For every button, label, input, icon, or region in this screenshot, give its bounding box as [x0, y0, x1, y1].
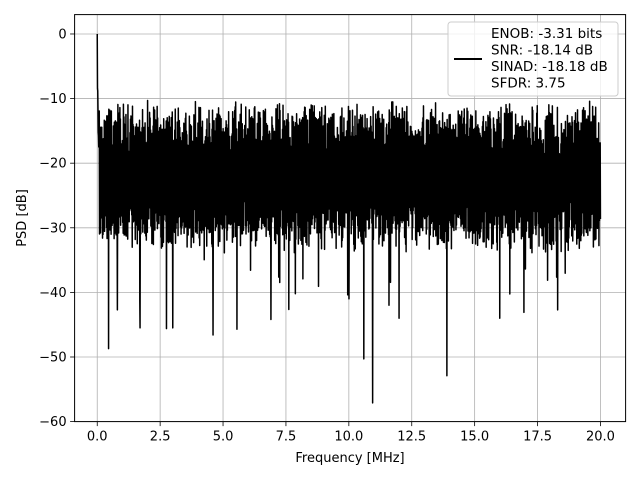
axes-frame: [74, 14, 627, 423]
y-axis-label: PSD [dB]: [15, 189, 30, 247]
x-tick-label: 15.0: [460, 430, 489, 445]
x-axis-ticks: 0.0 2.5 5.0 7.5 10.0 12.5 15.0 17.5 20.0: [87, 421, 615, 445]
x-axis-label: Frequency [MHz]: [295, 451, 404, 466]
y-tick-label: −50: [39, 350, 66, 365]
legend-box: [447, 21, 619, 97]
y-tick-label: −40: [39, 286, 66, 301]
y-tick-label: −60: [39, 415, 66, 430]
x-tick-label: 5.0: [213, 430, 234, 445]
psd-series-line: [96, 33, 602, 404]
legend-line-snr: SNR: -18.14 dB: [491, 43, 593, 59]
x-tick-label: 10.0: [334, 430, 363, 445]
y-tick-label: −20: [39, 157, 66, 172]
x-tick-label: 20.0: [586, 430, 615, 445]
x-tick-label: 7.5: [276, 430, 297, 445]
legend-line-enob: ENOB: -3.31 bits: [491, 26, 602, 42]
x-tick-label: 0.0: [87, 430, 108, 445]
legend-line-sinad: SINAD: -18.18 dB: [491, 59, 608, 75]
x-tick-label: 12.5: [397, 430, 426, 445]
x-tick-label: 2.5: [150, 430, 171, 445]
y-axis-ticks: 0 −10 −20 −30 −40 −50 −60: [39, 27, 75, 430]
x-tick-label: 17.5: [523, 430, 552, 445]
y-tick-label: 0: [58, 27, 66, 42]
legend-line-sfdr: SFDR: 3.75: [491, 76, 566, 92]
plot-area: [96, 33, 602, 404]
legend: ENOB: -3.31 bits SNR: -18.14 dB SINAD: -…: [447, 21, 619, 97]
y-tick-label: −10: [39, 92, 66, 107]
y-tick-label: −30: [39, 221, 66, 236]
